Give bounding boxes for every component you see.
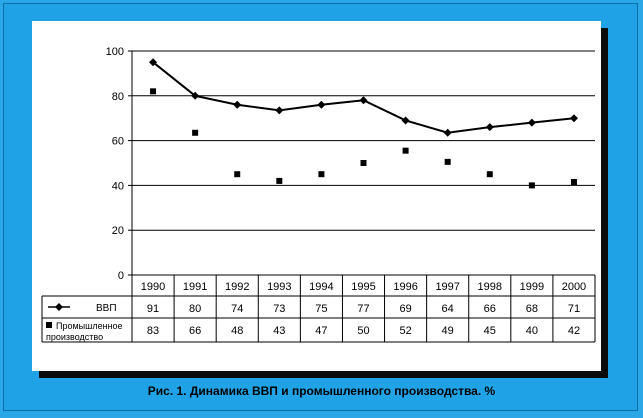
gdp-point bbox=[527, 118, 536, 127]
industry-value-label: 45 bbox=[484, 325, 496, 337]
y-tick-label: 40 bbox=[112, 180, 124, 192]
industry-point bbox=[360, 160, 367, 166]
legend-industry-label-line: Промышленное bbox=[56, 321, 123, 331]
industry-point bbox=[318, 171, 325, 178]
industry-point bbox=[150, 88, 157, 95]
gdp-point bbox=[191, 91, 200, 100]
x-category-label: 1992 bbox=[225, 281, 249, 293]
y-tick-label: 60 bbox=[112, 136, 124, 148]
gdp-value-label: 68 bbox=[526, 303, 538, 315]
gdp-value-label: 91 bbox=[147, 303, 159, 315]
gdp-point bbox=[317, 100, 326, 109]
gdp-value-label: 71 bbox=[568, 303, 580, 315]
gdp-value-label: 66 bbox=[484, 303, 496, 315]
gdp-value-label: 73 bbox=[273, 303, 285, 315]
data-table: 1990 1991 1992 1993 1994 1995 1996 1997 1998 1999… bbox=[41, 274, 596, 343]
x-category-label: 2000 bbox=[562, 281, 586, 293]
gdp-value-label: 64 bbox=[442, 303, 454, 315]
x-category-label: 1990 bbox=[141, 281, 165, 293]
y-tick-label: 20 bbox=[112, 225, 124, 237]
gdp-point bbox=[149, 58, 158, 67]
industry-point bbox=[444, 158, 451, 165]
gdp-value-label: 77 bbox=[357, 303, 369, 315]
industry-point bbox=[402, 147, 409, 154]
industry-point bbox=[486, 171, 493, 178]
y-tick-label: 100 bbox=[106, 46, 124, 58]
industry-point bbox=[570, 179, 577, 186]
industry-value-label: 49 bbox=[442, 325, 454, 337]
x-category-label: 1996 bbox=[393, 281, 417, 293]
industry-value-label: 50 bbox=[357, 325, 369, 337]
gdp-value-label: 69 bbox=[399, 303, 411, 315]
industry-point bbox=[234, 171, 241, 178]
industry-value-label: 83 bbox=[147, 325, 159, 337]
legend-gdp-label: ВВП bbox=[96, 303, 117, 314]
gdp-value-label: 75 bbox=[315, 303, 327, 315]
industry-value-label: 40 bbox=[526, 325, 538, 337]
legend-industry-square-icon bbox=[46, 322, 52, 328]
chart-panel: 0 20 40 60 80 100 1990 1991 1992 1993 1994 1995 199… bbox=[32, 21, 601, 371]
x-category-label: 1994 bbox=[309, 281, 333, 293]
industry-point bbox=[192, 129, 199, 136]
legend-industry-label-line: производство bbox=[46, 332, 103, 342]
industry-value-label: 42 bbox=[568, 325, 580, 337]
industry-value-label: 66 bbox=[189, 325, 201, 337]
x-category-label: 1998 bbox=[478, 281, 502, 293]
x-category-label: 1993 bbox=[267, 281, 291, 293]
industry-value-label: 43 bbox=[273, 325, 285, 337]
y-tick-label: 80 bbox=[112, 91, 124, 103]
industry-point bbox=[276, 177, 283, 184]
figure-caption: Рис. 1. Динамика ВВП и промышленного про… bbox=[147, 384, 496, 398]
y-axis-ticks: 0 20 40 60 80 100 bbox=[106, 46, 124, 282]
gdp-value-label: 80 bbox=[189, 303, 201, 315]
gdp-point bbox=[485, 123, 494, 132]
x-category-label: 1991 bbox=[183, 281, 207, 293]
x-category-label: 1999 bbox=[520, 281, 544, 293]
gdp-value-label: 74 bbox=[231, 303, 243, 315]
x-category-label: 1995 bbox=[351, 281, 375, 293]
series-layer bbox=[149, 58, 578, 189]
gdp-point bbox=[275, 106, 284, 115]
legend-gdp-diamond-icon bbox=[55, 303, 63, 311]
x-category-label: 1997 bbox=[435, 281, 459, 293]
gdp-point bbox=[359, 96, 368, 105]
gdp-point bbox=[443, 128, 452, 137]
gdp-point bbox=[401, 116, 410, 125]
industry-value-label: 52 bbox=[399, 325, 411, 337]
gdp-point bbox=[233, 100, 242, 109]
legend-industry-label: Промышленное производство bbox=[46, 321, 123, 342]
industry-point bbox=[528, 182, 535, 189]
industry-value-label: 47 bbox=[315, 325, 327, 337]
y-tick-label: 0 bbox=[118, 270, 124, 282]
industry-value-label: 48 bbox=[231, 325, 243, 337]
gdp-point bbox=[569, 114, 578, 123]
